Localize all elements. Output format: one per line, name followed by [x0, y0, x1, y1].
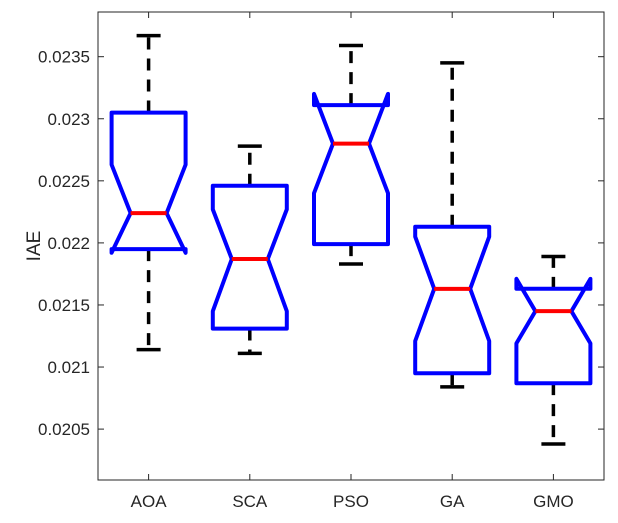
y-tick-label: 0.023 — [47, 110, 90, 129]
y-tick-label: 0.0215 — [38, 296, 90, 315]
box-gmo — [514, 254, 593, 446]
boxes — [109, 33, 593, 446]
x-tick-label: GA — [440, 492, 465, 511]
box-outline — [514, 276, 593, 386]
box-aoa — [109, 33, 188, 352]
y-tick-label: 0.021 — [47, 358, 90, 377]
box-outline — [210, 183, 289, 331]
x-axis: AOA SCA PSO GA GMO — [131, 12, 574, 511]
x-tick-label: PSO — [333, 492, 369, 511]
x-tick-label: GMO — [533, 492, 574, 511]
y-tick-label: 0.0205 — [38, 420, 90, 439]
box-ga — [413, 61, 492, 389]
y-tick-label: 0.0225 — [38, 172, 90, 191]
x-tick-label: AOA — [131, 492, 168, 511]
box-sca — [210, 144, 289, 356]
x-tick-label: SCA — [232, 492, 268, 511]
y-tick-label: 0.022 — [47, 234, 90, 253]
y-axis: 0.0205 0.021 0.0215 0.022 0.0225 0.023 0.0235 — [38, 48, 604, 439]
box-outline — [312, 91, 390, 247]
box-outline — [109, 110, 188, 255]
box-outline — [413, 224, 492, 376]
y-axis-label: IAE — [24, 231, 45, 262]
box-pso — [312, 43, 390, 266]
y-tick-label: 0.0235 — [38, 48, 90, 67]
